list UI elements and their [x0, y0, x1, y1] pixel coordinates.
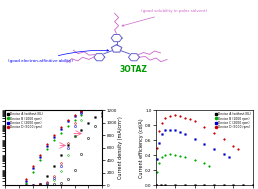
Y-axis label: Current density (mA/cm²): Current density (mA/cm²) — [118, 116, 123, 179]
Y-axis label: Current efficiency (cd/A): Current efficiency (cd/A) — [139, 118, 144, 177]
Text: (good electron-affinitive ability): (good electron-affinitive ability) — [8, 50, 109, 63]
Text: 3OTAZ: 3OTAZ — [119, 65, 147, 74]
Legend: Device A (without EIL), Device B (1000 rpm), Device C (2000 rpm), Device D (3000: Device A (without EIL), Device B (1000 r… — [7, 112, 44, 130]
Legend: Device A (without EIL), Device B (1000 rpm), Device C (2000 rpm), Device D (3000: Device A (without EIL), Device B (1000 r… — [214, 112, 251, 130]
Text: (good solubility in polar solvent): (good solubility in polar solvent) — [122, 9, 208, 26]
